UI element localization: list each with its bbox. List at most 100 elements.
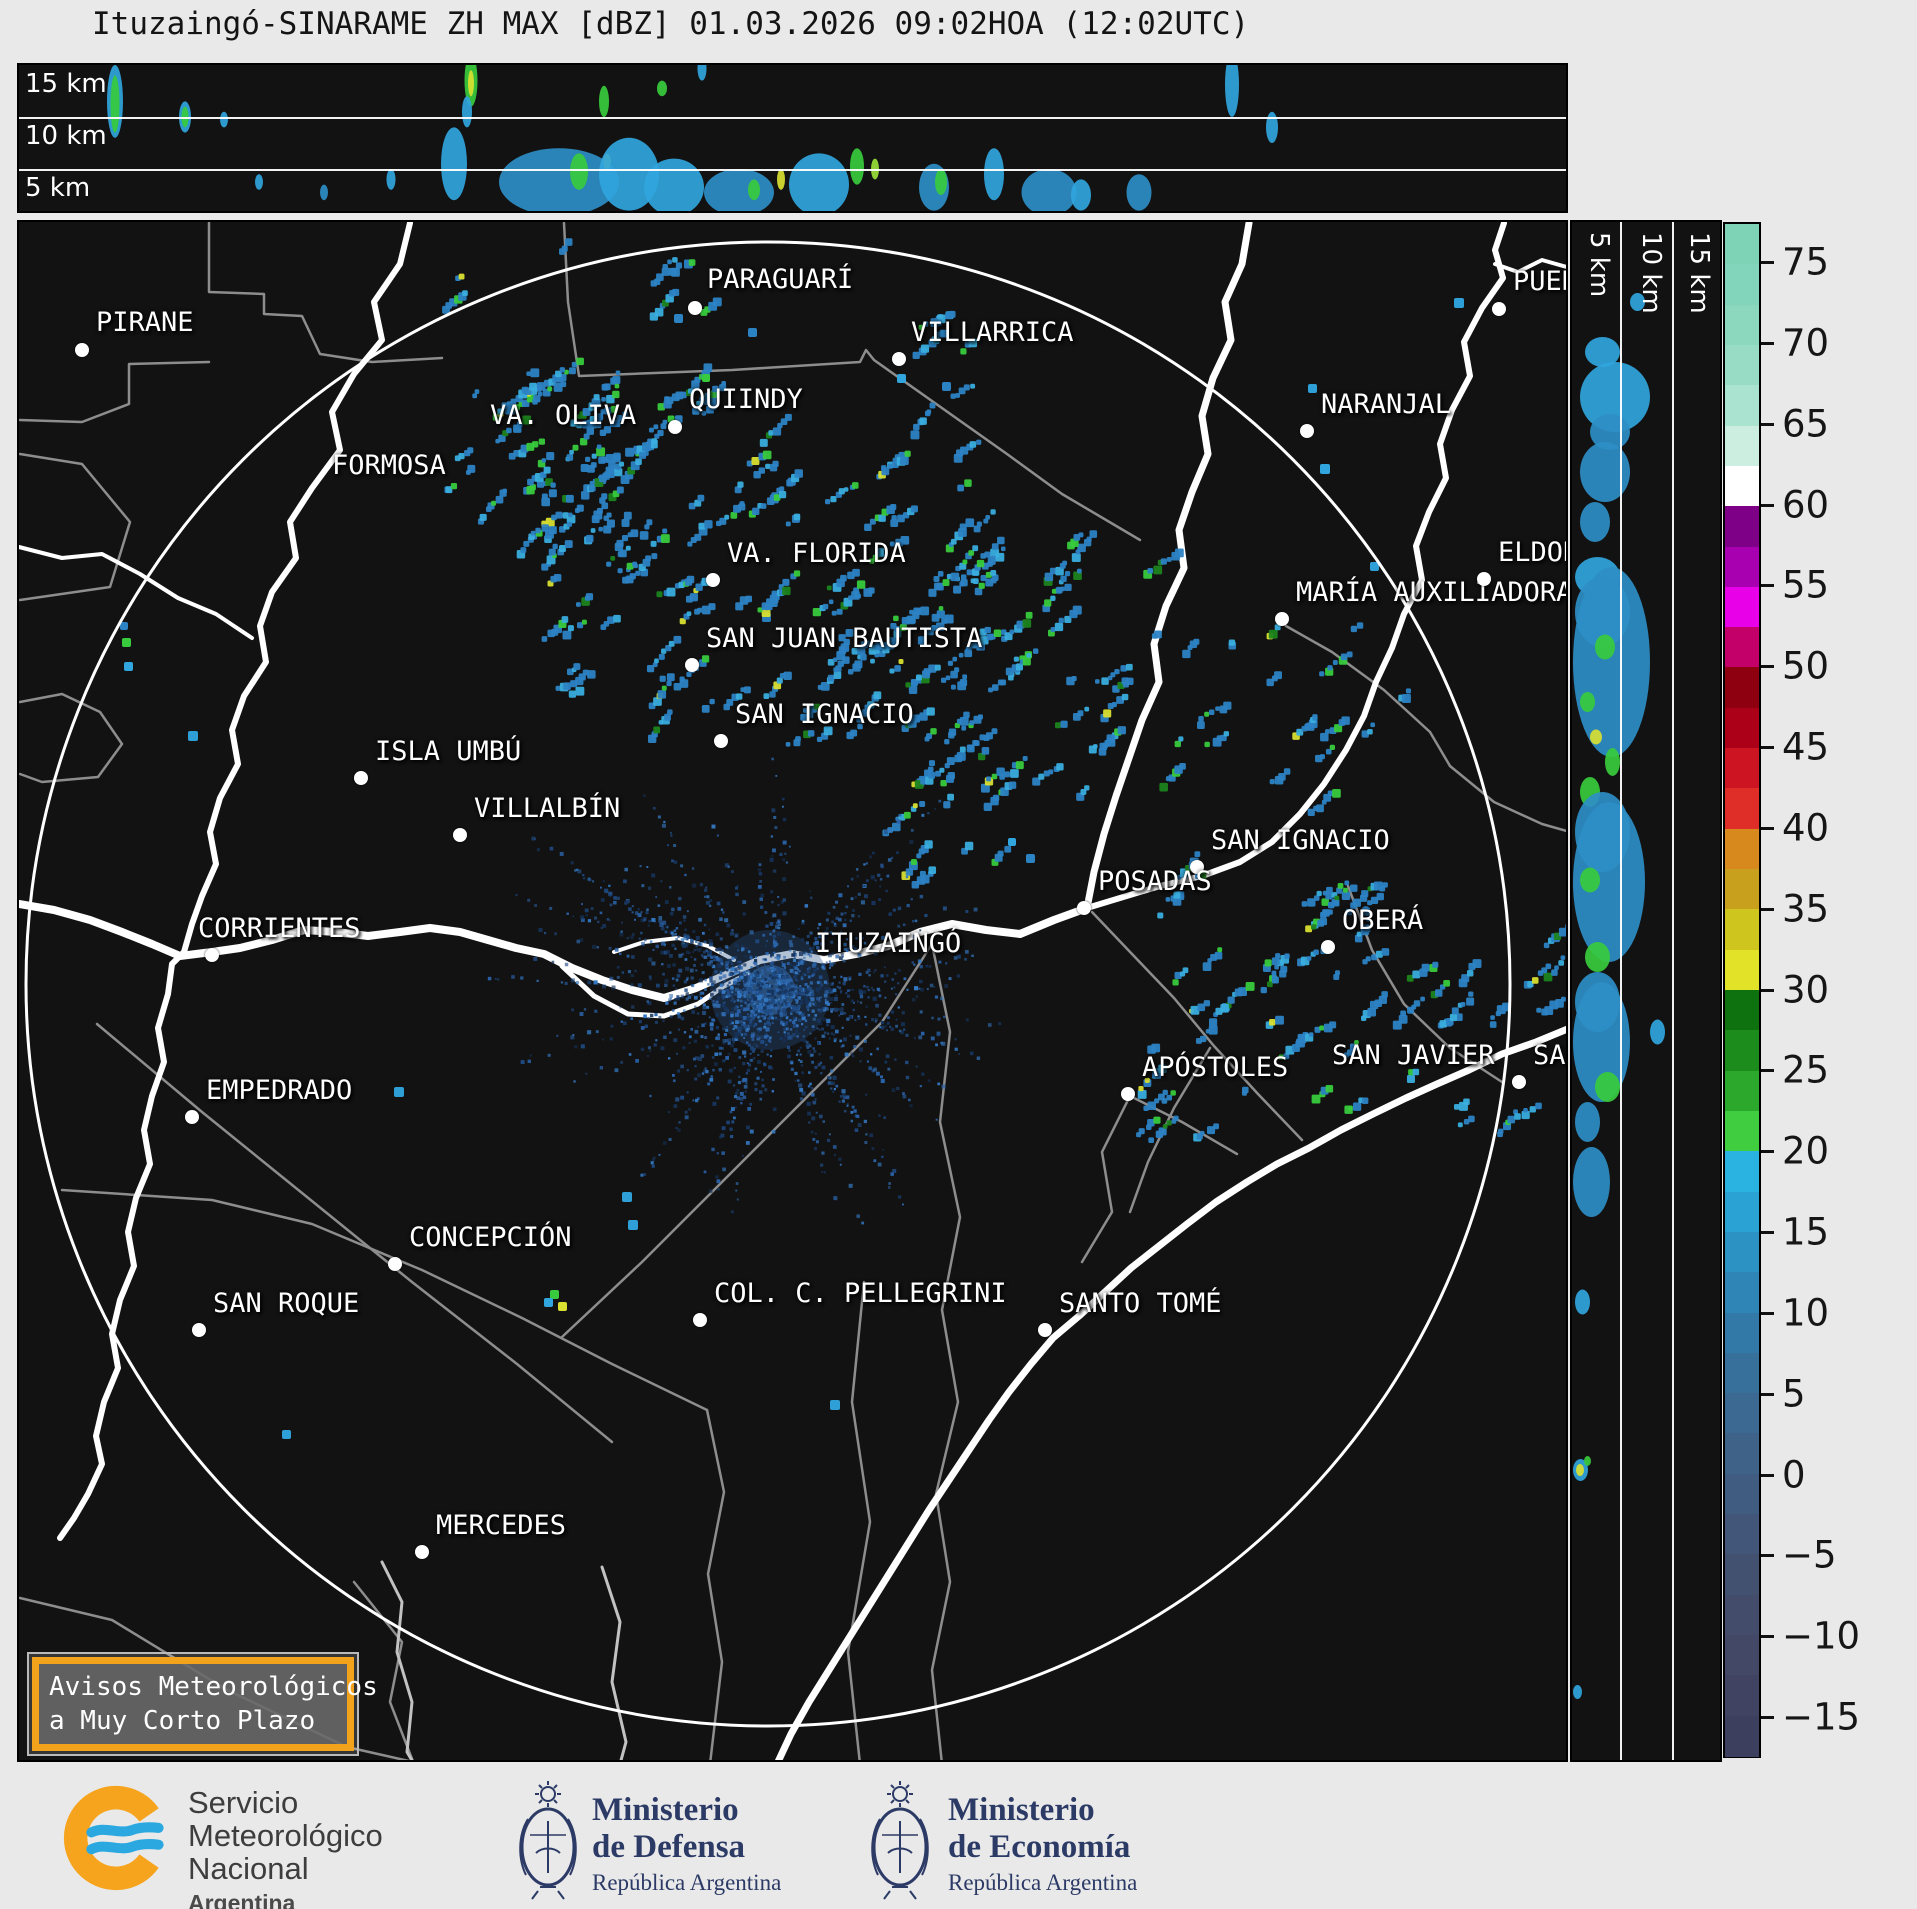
colorbar-segment <box>1725 1393 1759 1435</box>
top-10km-line <box>19 117 1566 119</box>
colorbar-tick-label: 60 <box>1782 483 1830 527</box>
city-label: MARÍA AUXILIADORA <box>1296 577 1568 608</box>
colorbar-tick-mark <box>1761 988 1774 992</box>
city-label: ITUZAINGÓ <box>815 928 962 959</box>
city-label: PIRANE <box>96 307 194 338</box>
city-label: SAN <box>1533 1040 1566 1071</box>
economia-logo-text: Ministerio de Economía República Argenti… <box>948 1792 1137 1898</box>
city-label: CORRIENTES <box>198 913 361 944</box>
colorbar-segment <box>1725 748 1759 789</box>
colorbar-segment <box>1725 909 1759 951</box>
smn-line-1: Servicio <box>188 1785 299 1820</box>
colorbar-tick-mark <box>1761 826 1774 830</box>
colorbar-tick-mark <box>1761 665 1774 669</box>
city-dot <box>688 301 702 315</box>
colorbar-tick-label: 5 <box>1782 1372 1806 1416</box>
range-ring-layer <box>24 240 1512 1728</box>
city-dot <box>205 948 219 962</box>
city-label: VILLALBÍN <box>474 793 621 824</box>
colorbar-tick-mark <box>1761 746 1774 750</box>
dbz-colorbar <box>1723 222 1761 1758</box>
colorbar-tick-mark <box>1761 1635 1774 1639</box>
colorbar-tick-label: 0 <box>1782 1453 1806 1497</box>
city-label: PARAGUARÍ <box>707 264 854 295</box>
city-dot <box>706 573 720 587</box>
city-label: EMPEDRADO <box>206 1075 353 1106</box>
colorbar-tick-label: −5 <box>1782 1533 1837 1577</box>
colorbar-segment <box>1725 506 1759 548</box>
city-dot <box>1121 1087 1135 1101</box>
city-dot <box>1321 940 1335 954</box>
radar-echoes-layer <box>120 238 1566 1439</box>
colorbar-segment <box>1725 1272 1759 1314</box>
city-dot <box>1300 424 1314 438</box>
city-label: CONCEPCIÓN <box>409 1222 572 1253</box>
warning-banner-text: Avisos Meteorológicos a Muy Corto Plazo <box>32 1657 378 1751</box>
colorbar-segment <box>1725 1635 1759 1676</box>
city-label: SAN IGNACIO <box>735 699 914 730</box>
city-dot <box>668 420 682 434</box>
city-label: QUIINDY <box>689 384 803 415</box>
city-dot <box>693 1313 707 1327</box>
defensa-coat-of-arms-icon <box>500 1779 596 1903</box>
colorbar-tick-mark <box>1761 1150 1774 1154</box>
city-label: VA. FLORIDA <box>727 538 906 569</box>
colorbar-tick-mark <box>1761 261 1774 264</box>
city-label: SAN IGNACIO <box>1211 825 1390 856</box>
colorbar-tick-label: 20 <box>1782 1129 1830 1173</box>
city-label: SAN JUAN BAUTISTA <box>706 623 983 654</box>
colorbar-segment <box>1725 1110 1759 1152</box>
rivers-layer <box>19 222 1566 1760</box>
city-label: COL. C. PELLEGRINI <box>714 1278 1007 1309</box>
colorbar-segment <box>1725 1030 1759 1072</box>
colorbar-segment <box>1725 667 1759 709</box>
smn-line-3: Nacional <box>188 1851 309 1886</box>
city-dot <box>388 1257 402 1271</box>
colorbar-segment <box>1725 385 1759 427</box>
colorbar-tick-label: 35 <box>1782 887 1830 931</box>
colorbar-segment <box>1725 465 1759 507</box>
city-dot <box>892 352 906 366</box>
city-label: MERCEDES <box>436 1510 567 1541</box>
city-dot <box>1492 302 1506 316</box>
city-label: SANTO TOMÉ <box>1059 1288 1222 1319</box>
colorbar-tick-label: 55 <box>1782 563 1830 607</box>
colorbar-segment <box>1725 1151 1759 1193</box>
smn-logo <box>60 1782 172 1894</box>
colorbar-tick-mark <box>1761 341 1774 345</box>
colorbar-tick-label: 65 <box>1782 402 1830 446</box>
defensa-subtitle: República Argentina <box>592 1870 782 1895</box>
city-label: SAN JAVIER <box>1332 1040 1495 1071</box>
city-label: SAN ROQUE <box>213 1288 360 1319</box>
colorbar-segment <box>1725 1312 1759 1354</box>
colorbar-segment <box>1725 1675 1759 1717</box>
colorbar-tick-mark <box>1761 422 1774 426</box>
right-15km-line <box>1720 222 1722 1760</box>
city-label: NARANJAL <box>1321 389 1452 420</box>
colorbar-segment <box>1725 1231 1759 1273</box>
top-5km-line <box>19 169 1566 171</box>
city-dot <box>1477 572 1491 586</box>
smn-line-2: Meteorológico <box>188 1818 383 1853</box>
city-label: ISLA UMBÚ <box>375 736 522 767</box>
smn-logo-icon <box>63 1785 164 1891</box>
colorbar-segment <box>1725 788 1759 830</box>
defensa-logo-text: Ministerio de Defensa República Argentin… <box>592 1792 781 1898</box>
colorbar-segment <box>1725 1594 1759 1636</box>
colorbar-tick-mark <box>1761 1554 1774 1558</box>
colorbar-tick-label: 70 <box>1782 321 1830 365</box>
colorbar-segment <box>1725 304 1759 346</box>
warning-line-1: Avisos Meteorológicos <box>49 1672 378 1702</box>
colorbar-tick-mark <box>1761 503 1774 507</box>
colorbar-tick-mark <box>1761 1311 1774 1315</box>
right-cross-section-panel: 5 km 10 km 15 km <box>1570 220 1722 1762</box>
city-labels-layer: PIRANE PARAGUARÍ VILLARRICA VA. OLIVA QUIIND… <box>19 222 1566 1760</box>
city-dot <box>192 1323 206 1337</box>
economia-subtitle: República Argentina <box>948 1870 1138 1895</box>
colorbar-tick-mark <box>1761 1392 1774 1396</box>
economia-line-2: de Economía <box>948 1829 1131 1865</box>
top-label-10km: 10 km <box>25 121 107 151</box>
colorbar-segment <box>1725 1433 1759 1475</box>
city-label: VILLARRICA <box>911 317 1074 348</box>
